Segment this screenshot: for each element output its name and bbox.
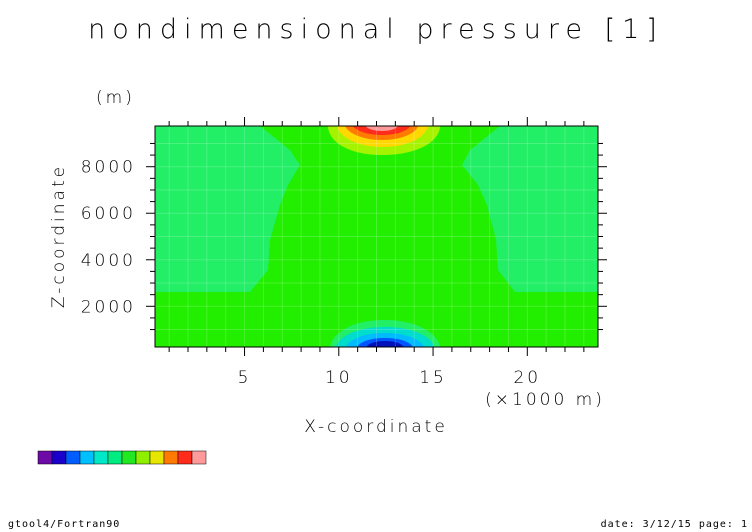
colorbar-swatch	[80, 451, 94, 464]
y-axis-label: Z-coordinate	[49, 164, 69, 308]
colorbar-swatch	[52, 451, 66, 464]
y-axis-unit: (m)	[96, 88, 135, 108]
y-tick-label: 8000	[81, 158, 136, 178]
x-axis-unit: (×1000 m)	[485, 390, 605, 410]
colorbar-swatch	[66, 451, 80, 464]
x-tick-label: 10	[325, 368, 353, 388]
y-tick-label: 6000	[81, 204, 136, 224]
colorbar-swatch	[136, 451, 150, 464]
y-tick-label: 4000	[81, 251, 136, 271]
y-tick-label: 2000	[81, 297, 136, 317]
colorbar	[38, 451, 206, 464]
x-tick-label: 15	[419, 368, 447, 388]
footer-left: gtool4/Fortran90	[8, 519, 120, 530]
plot-area	[155, 126, 598, 347]
colorbar-swatch	[164, 451, 178, 464]
colorbar-swatch	[108, 451, 122, 464]
colorbar-swatch	[192, 451, 206, 464]
colorbar-swatch	[94, 451, 108, 464]
colorbar-swatch	[122, 451, 136, 464]
chart-title: nondimensional pressure [1]	[88, 14, 664, 45]
x-tick-label: 20	[513, 368, 541, 388]
colorbar-swatch	[178, 451, 192, 464]
x-axis-label: X-coordinate	[304, 417, 448, 437]
footer-right: date: 3/12/15 page: 1	[601, 519, 748, 530]
colorbar-swatch	[38, 451, 52, 464]
colorbar-swatch	[150, 451, 164, 464]
x-tick-label: 5	[238, 368, 252, 388]
